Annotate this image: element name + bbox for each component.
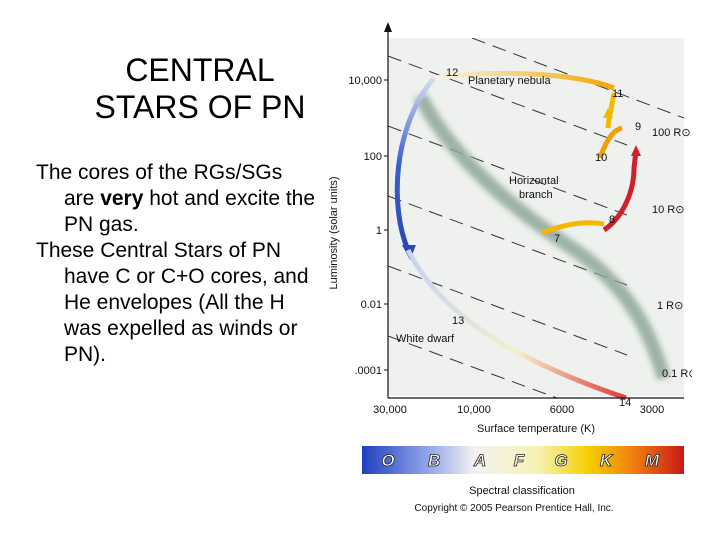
spectral-class-label: B	[428, 451, 440, 470]
horizontal-branch-label-line-1: Horizontal	[509, 175, 559, 187]
paragraph-1: The cores of the RGs/SGs are very hot an…	[36, 160, 318, 238]
x-tick-label: 6000	[550, 404, 574, 416]
track-red-arrowhead	[631, 145, 641, 156]
y-ticks: 10,000 100 1 0.01 .0001	[348, 75, 388, 377]
radius-labels: 100 R⊙ 10 R⊙ 1 R⊙ 0.1 R⊙	[652, 127, 692, 380]
track-white-dwarf	[405, 248, 627, 401]
stage-number: 10	[595, 152, 607, 164]
spectral-class-label: K	[600, 451, 614, 470]
radius-label: 10 R⊙	[652, 204, 684, 216]
spectral-class-label: G	[554, 451, 567, 470]
stage-number: 7	[554, 233, 560, 245]
hr-diagram: 10,000 100 1 0.01 .0001 Luminosity (sola…	[328, 22, 692, 514]
white-dwarf-label: White dwarf	[396, 333, 455, 345]
stage-number: 14	[619, 397, 631, 409]
track-planetary-nebula	[433, 70, 615, 91]
y-tick-label: 10,000	[348, 75, 382, 87]
y-axis-arrow	[384, 22, 392, 32]
horizontal-branch-label-line-2: branch	[519, 189, 553, 201]
x-tick-label: 30,000	[373, 404, 407, 416]
radius-label: 100 R⊙	[652, 127, 691, 139]
x-tick-label: 10,000	[457, 404, 491, 416]
track-central-star-cooling	[394, 76, 436, 251]
radius-line-0.01	[388, 335, 558, 398]
paragraph-2: These Central Stars of PN have C or C+O …	[36, 238, 318, 368]
track-10-to-9	[597, 125, 623, 159]
paragraph-1-text-b: hot and excite the PN gas.	[64, 187, 316, 236]
y-tick-label: .0001	[354, 365, 382, 377]
x-ticks: 30,000 10,000 6000 3000	[373, 404, 664, 416]
spectral-class-label: M	[645, 451, 660, 470]
radius-label: 1 R⊙	[657, 300, 683, 312]
track-7-to-8	[541, 220, 605, 236]
stage-number: 8	[609, 214, 615, 226]
spectral-classes: O B A F G K M	[381, 451, 660, 471]
y-axis-label: Luminosity (solar units)	[328, 176, 340, 289]
paragraph-2-text: These Central Stars of PN have C or C+O …	[36, 239, 309, 366]
stage-number: 9	[635, 121, 641, 133]
paragraph-1-emphasis: very	[100, 187, 144, 210]
spectral-bar	[362, 446, 684, 474]
spectral-class-label: O	[381, 451, 394, 470]
x-tick-label: 3000	[640, 404, 664, 416]
spectral-class-label: A	[473, 451, 486, 470]
y-tick-label: 100	[364, 151, 382, 163]
stage-number: 11	[612, 88, 623, 100]
stage-numbers: 7 8 9 10 11 12 13 14	[446, 67, 641, 409]
spectral-caption: Spectral classification	[469, 485, 575, 497]
spectral-class-label: F	[514, 451, 525, 470]
radius-label: 0.1 R⊙	[662, 368, 692, 380]
slide-title: CENTRAL STARS OF PN	[60, 52, 340, 126]
planetary-nebula-label: Planetary nebula	[468, 75, 551, 87]
main-sequence-band	[413, 92, 671, 381]
stage-number: 13	[452, 315, 464, 327]
title-line-1: CENTRAL	[125, 52, 275, 88]
slide-body: The cores of the RGs/SGs are very hot an…	[36, 160, 318, 368]
track-11-to-9	[605, 92, 617, 129]
track-red-giant	[602, 150, 639, 233]
y-tick-label: 1	[376, 225, 382, 237]
stage-number: 12	[446, 67, 458, 79]
x-axis-label: Surface temperature (K)	[477, 423, 595, 435]
track-yellow-arrowhead	[603, 108, 613, 118]
paragraph-1-text-a: The cores of the RGs/SGs are	[36, 161, 283, 210]
title-line-2: STARS OF PN	[94, 89, 306, 125]
y-tick-label: 0.01	[361, 299, 382, 311]
copyright-notice: Copyright © 2005 Pearson Prentice Hall, …	[414, 503, 613, 514]
